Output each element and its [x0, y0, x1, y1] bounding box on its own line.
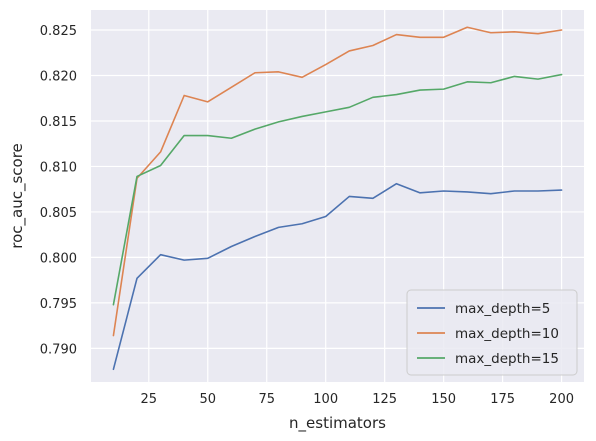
legend-label: max_depth=5	[455, 301, 550, 317]
x-axis-label: n_estimators	[289, 414, 386, 433]
y-axis-label: roc_auc_score	[8, 143, 27, 249]
legend: max_depth=5 max_depth=10 max_depth=15	[406, 289, 578, 376]
x-tick-label: 200	[549, 392, 574, 407]
y-axis-ticks: 0.790 0.795 0.800 0.805 0.810 0.815 0.820 0.825	[40, 24, 77, 357]
x-tick-label: 125	[372, 392, 397, 407]
x-axis-ticks: 25 50 75 100 125 150 175 200	[141, 392, 574, 407]
series-line-2	[112, 26, 563, 337]
series-line-3	[112, 73, 563, 306]
series-line-1	[112, 182, 563, 371]
x-tick-label: 25	[141, 392, 158, 407]
y-tick-label: 0.790	[40, 342, 77, 357]
x-tick-label: 175	[490, 392, 515, 407]
y-tick-label: 0.825	[40, 24, 77, 39]
y-tick-label: 0.795	[40, 297, 77, 312]
y-tick-label: 0.815	[40, 115, 77, 130]
y-tick-label: 0.820	[40, 69, 77, 84]
x-tick-label: 75	[258, 392, 275, 407]
legend-label: max_depth=15	[455, 351, 559, 367]
legend-box	[406, 289, 578, 376]
x-tick-label: 100	[313, 392, 338, 407]
x-tick-label: 50	[199, 392, 216, 407]
y-tick-label: 0.800	[40, 251, 77, 266]
x-tick-label: 150	[431, 392, 456, 407]
series-lines	[112, 26, 563, 371]
legend-label: max_depth=10	[455, 326, 559, 342]
y-tick-label: 0.805	[40, 206, 77, 221]
y-tick-label: 0.810	[40, 160, 77, 175]
